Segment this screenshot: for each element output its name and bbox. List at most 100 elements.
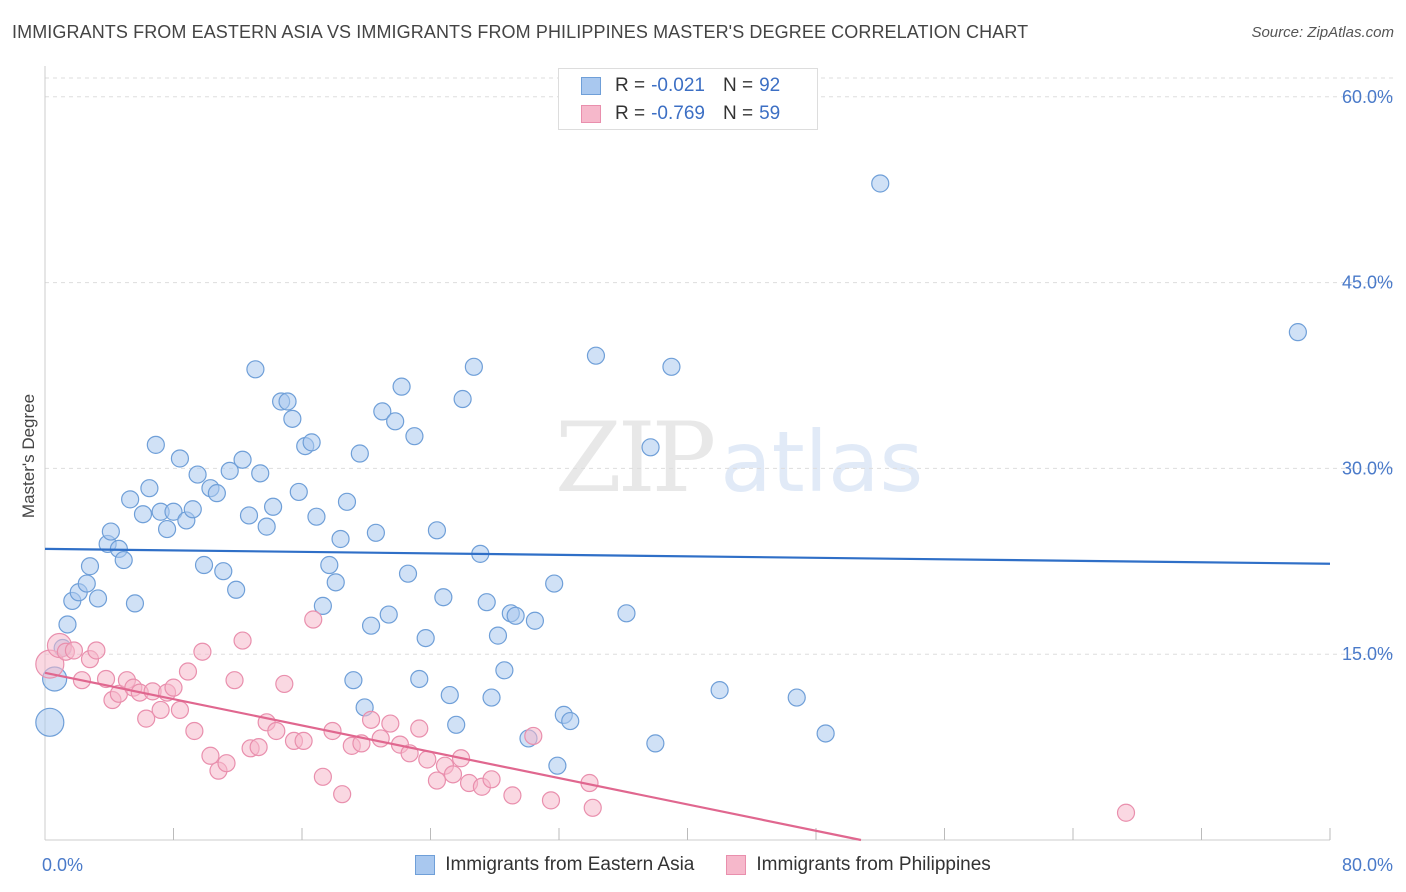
series-eastern-asia-points xyxy=(35,174,1307,775)
philippines-point xyxy=(151,700,170,720)
eastern-asia-point xyxy=(58,615,77,634)
eastern-asia-point xyxy=(207,484,226,503)
legend-n-value: 92 xyxy=(759,75,781,96)
legend-r-value: -0.021 xyxy=(651,75,705,96)
legend-item-philippines[interactable]: Immigrants from Philippines xyxy=(726,854,991,876)
y-tick-label-15: 15.0% xyxy=(1342,644,1393,664)
eastern-asia-point xyxy=(464,357,483,376)
legend-r-label: R = xyxy=(615,103,646,124)
philippines-point xyxy=(524,726,543,746)
eastern-asia-point xyxy=(586,346,606,365)
philippines-point xyxy=(170,700,190,720)
chart-title: IMMIGRANTS FROM EASTERN ASIA VS IMMIGRAN… xyxy=(12,22,1029,42)
eastern-asia-point xyxy=(302,433,321,452)
eastern-asia-point xyxy=(379,605,398,624)
eastern-asia-point xyxy=(871,174,890,193)
eastern-asia-point xyxy=(525,611,545,630)
legend-row-eastern-asia: R = -0.021 N = 92 xyxy=(581,74,780,98)
eastern-asia-point xyxy=(326,573,345,592)
philippines-point xyxy=(193,642,212,661)
eastern-asia-point xyxy=(545,574,564,593)
eastern-asia-point xyxy=(787,688,806,707)
eastern-asia-point xyxy=(373,402,392,421)
eastern-asia-point xyxy=(561,711,580,731)
legend-label-philippines: Immigrants from Philippines xyxy=(756,854,991,875)
legend-r-label: R = xyxy=(615,75,646,96)
philippines-point xyxy=(361,710,381,729)
eastern-asia-point xyxy=(482,688,501,707)
eastern-asia-point xyxy=(495,661,514,680)
correlation-legend: R = -0.021 N = 92 R = -0.769 N = 59 xyxy=(558,68,818,130)
eastern-asia-point xyxy=(80,557,100,576)
philippines-point xyxy=(249,737,268,757)
eastern-asia-point xyxy=(157,519,177,539)
philippines-point xyxy=(87,641,106,660)
y-tick-label-45: 45.0% xyxy=(1342,273,1393,293)
philippines-point xyxy=(201,746,220,765)
eastern-asia-point xyxy=(188,465,207,484)
eastern-asia-point xyxy=(434,588,453,607)
y-tick-label-60: 60.0% xyxy=(1342,87,1393,107)
eastern-asia-point xyxy=(331,529,350,549)
legend-n-label: N = xyxy=(722,103,754,124)
philippines-point xyxy=(225,671,244,690)
series-legend: Immigrants from Eastern Asia Immigrants … xyxy=(0,852,1406,878)
eastern-asia-point xyxy=(289,482,308,502)
philippines-point xyxy=(333,785,352,804)
y-tick-label-30: 30.0% xyxy=(1342,458,1393,478)
eastern-asia-point xyxy=(283,409,302,428)
eastern-asia-point xyxy=(662,357,681,376)
philippines-point xyxy=(164,678,183,697)
eastern-asia-point xyxy=(140,479,159,498)
eastern-asia-point xyxy=(146,435,165,454)
eastern-asia-point xyxy=(170,449,190,468)
eastern-asia-point xyxy=(220,461,239,480)
eastern-asia-point xyxy=(548,756,567,775)
philippines-point xyxy=(64,641,84,660)
legend-swatch-blue xyxy=(581,77,601,95)
philippines-point xyxy=(275,674,294,694)
legend-swatch-pink xyxy=(726,855,747,875)
eastern-asia-point xyxy=(307,507,326,526)
eastern-asia-point xyxy=(263,497,283,516)
legend-swatch-blue xyxy=(415,855,436,875)
x-tick-labels: 0.0% 80.0% xyxy=(42,855,1393,875)
eastern-asia-point xyxy=(121,490,140,509)
legend-n-value: 59 xyxy=(759,103,781,124)
eastern-asia-point xyxy=(246,360,265,379)
eastern-asia-point xyxy=(350,444,369,463)
legend-label-eastern-asia: Immigrants from Eastern Asia xyxy=(445,854,695,875)
trend-line-eastern-asia xyxy=(44,547,1331,565)
eastern-asia-point xyxy=(477,593,496,612)
eastern-asia-point xyxy=(227,580,246,599)
eastern-asia-point xyxy=(251,464,270,483)
eastern-asia-point xyxy=(410,669,429,689)
eastern-asia-point xyxy=(337,492,357,511)
y-tick-labels: 15.0% 30.0% 45.0% 60.0% xyxy=(1342,87,1393,664)
philippines-point xyxy=(418,750,437,769)
eastern-asia-point xyxy=(641,438,660,457)
eastern-asia-point xyxy=(488,626,508,645)
eastern-asia-point xyxy=(278,392,297,411)
x-tick-label-0: 0.0% xyxy=(42,855,83,875)
eastern-asia-point xyxy=(405,427,424,446)
eastern-asia-point xyxy=(386,412,405,431)
philippines-point xyxy=(137,709,156,728)
eastern-asia-point xyxy=(239,506,259,525)
philippines-point xyxy=(443,765,463,784)
legend-item-eastern-asia[interactable]: Immigrants from Eastern Asia xyxy=(415,854,694,876)
philippines-point xyxy=(583,798,602,817)
eastern-asia-point xyxy=(453,389,472,409)
eastern-asia-point xyxy=(125,594,145,613)
philippines-point xyxy=(217,754,236,773)
legend-n-label: N = xyxy=(722,75,754,96)
eastern-asia-point xyxy=(320,555,339,575)
eastern-asia-point xyxy=(398,564,418,583)
philippines-point xyxy=(313,767,332,786)
philippines-point xyxy=(381,714,400,733)
eastern-asia-point xyxy=(214,562,233,581)
eastern-asia-point xyxy=(427,521,447,540)
eastern-asia-point xyxy=(447,715,466,734)
eastern-asia-point xyxy=(646,734,665,753)
